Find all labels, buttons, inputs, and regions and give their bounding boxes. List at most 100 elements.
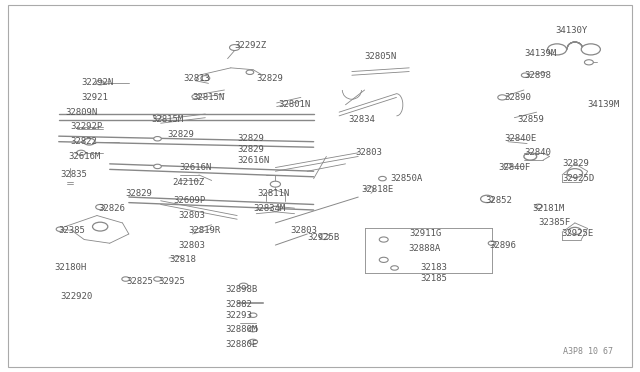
Text: 32293: 32293 xyxy=(226,311,253,320)
Text: 32292N: 32292N xyxy=(81,78,113,87)
Circle shape xyxy=(239,283,248,288)
Text: 32809N: 32809N xyxy=(65,108,97,117)
Circle shape xyxy=(568,227,581,235)
Circle shape xyxy=(96,205,104,210)
Text: 32852: 32852 xyxy=(486,196,513,205)
Text: 32925: 32925 xyxy=(158,278,185,286)
Text: 32292P: 32292P xyxy=(70,122,102,131)
Text: 32898B: 32898B xyxy=(226,285,258,294)
Circle shape xyxy=(380,257,388,262)
Text: 32896: 32896 xyxy=(489,241,516,250)
Text: A3P8 10 67: A3P8 10 67 xyxy=(563,347,613,356)
Text: 32616M: 32616M xyxy=(68,152,100,161)
Text: 32834M: 32834M xyxy=(253,203,285,213)
Text: 32840: 32840 xyxy=(524,148,551,157)
Text: 32616N: 32616N xyxy=(180,163,212,172)
Text: 32181M: 32181M xyxy=(532,203,564,213)
Text: 32385: 32385 xyxy=(59,226,86,235)
Text: 32803: 32803 xyxy=(179,211,205,220)
Text: 32829: 32829 xyxy=(256,74,283,83)
Circle shape xyxy=(319,234,330,240)
Circle shape xyxy=(84,138,95,145)
Circle shape xyxy=(391,266,398,270)
Circle shape xyxy=(246,70,253,74)
Text: 32813: 32813 xyxy=(183,74,210,83)
Circle shape xyxy=(230,45,240,51)
Text: 32882: 32882 xyxy=(226,300,253,309)
Text: 32840E: 32840E xyxy=(505,134,537,142)
Text: 32834: 32834 xyxy=(349,115,376,124)
Circle shape xyxy=(248,339,257,344)
Circle shape xyxy=(481,195,493,203)
Text: 34130Y: 34130Y xyxy=(556,26,588,35)
Circle shape xyxy=(201,76,210,81)
Circle shape xyxy=(97,80,104,85)
Text: 32888A: 32888A xyxy=(408,244,440,253)
Text: 32829: 32829 xyxy=(562,159,589,169)
Circle shape xyxy=(56,227,64,231)
Text: 32811N: 32811N xyxy=(257,189,290,198)
Text: 32911G: 32911G xyxy=(409,230,442,238)
Circle shape xyxy=(524,153,537,160)
Text: 32801N: 32801N xyxy=(278,100,311,109)
Circle shape xyxy=(380,237,388,242)
Text: 32292Z: 32292Z xyxy=(234,41,266,50)
Circle shape xyxy=(270,181,280,187)
Text: 32803: 32803 xyxy=(355,148,382,157)
Circle shape xyxy=(498,95,507,100)
Circle shape xyxy=(154,114,161,119)
Circle shape xyxy=(249,313,257,317)
Circle shape xyxy=(522,73,529,77)
Circle shape xyxy=(567,169,582,177)
Text: 32818E: 32818E xyxy=(362,185,394,194)
Text: 32385F: 32385F xyxy=(539,218,571,227)
Circle shape xyxy=(584,60,593,65)
Text: 24210Z: 24210Z xyxy=(172,178,204,187)
Text: 32815M: 32815M xyxy=(151,115,184,124)
Circle shape xyxy=(271,206,280,211)
Text: 32609P: 32609P xyxy=(173,196,205,205)
Text: 32898: 32898 xyxy=(524,71,551,80)
Text: 32803: 32803 xyxy=(179,241,205,250)
Text: 32829: 32829 xyxy=(237,134,264,142)
Circle shape xyxy=(547,44,566,55)
Text: 32829: 32829 xyxy=(237,145,264,154)
Text: 34139M: 34139M xyxy=(524,49,556,58)
Text: 322920: 322920 xyxy=(61,292,93,301)
Circle shape xyxy=(379,176,387,181)
Circle shape xyxy=(77,150,86,155)
Circle shape xyxy=(248,327,257,332)
Text: 32829: 32829 xyxy=(167,130,194,139)
Text: 32921: 32921 xyxy=(81,93,108,102)
Text: 32835: 32835 xyxy=(61,170,88,179)
Text: 32880M: 32880M xyxy=(226,326,258,334)
Circle shape xyxy=(93,222,108,231)
Text: 32859: 32859 xyxy=(518,115,545,124)
Text: 32818: 32818 xyxy=(169,255,196,264)
Circle shape xyxy=(122,277,129,281)
Circle shape xyxy=(488,241,496,246)
Text: 32850A: 32850A xyxy=(390,174,422,183)
Circle shape xyxy=(192,94,200,99)
Circle shape xyxy=(154,164,161,169)
Text: 32826: 32826 xyxy=(99,203,125,213)
Text: 32183: 32183 xyxy=(420,263,447,272)
Text: 32925E: 32925E xyxy=(561,230,593,238)
Text: 32805N: 32805N xyxy=(365,52,397,61)
Circle shape xyxy=(535,204,542,209)
Text: 32925B: 32925B xyxy=(307,233,339,242)
Text: 32185: 32185 xyxy=(420,274,447,283)
Text: 34139M: 34139M xyxy=(588,100,620,109)
Text: 32815N: 32815N xyxy=(193,93,225,102)
Text: 32616N: 32616N xyxy=(237,155,269,165)
Circle shape xyxy=(154,277,161,281)
Text: 32819R: 32819R xyxy=(188,226,220,235)
Text: 32180H: 32180H xyxy=(54,263,86,272)
Text: 32803: 32803 xyxy=(290,226,317,235)
Text: 32829: 32829 xyxy=(125,189,152,198)
Circle shape xyxy=(504,163,512,168)
Circle shape xyxy=(154,137,161,141)
Text: 32880E: 32880E xyxy=(226,340,258,349)
Text: 32890: 32890 xyxy=(505,93,532,102)
Text: 32840F: 32840F xyxy=(499,163,531,172)
